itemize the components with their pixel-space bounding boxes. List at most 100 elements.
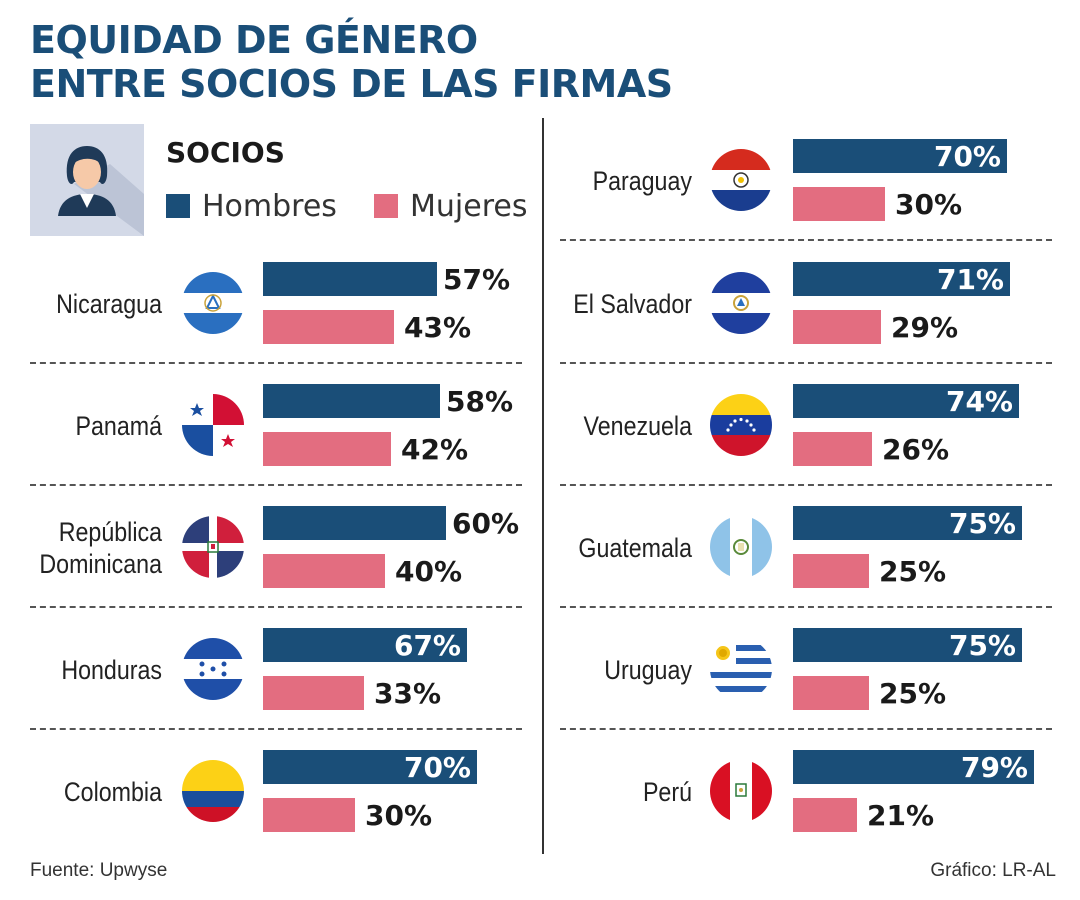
bar-hombres-paraguay bbox=[793, 139, 1007, 173]
title-line-2: ENTRE SOCIOS DE LAS FIRMAS bbox=[30, 62, 673, 106]
legend-swatch-hombres bbox=[166, 194, 190, 218]
bar-hombres-peru bbox=[793, 750, 1034, 784]
bar-hombres-dominican-republic bbox=[263, 506, 446, 540]
bar-label-mujeres-venezuela: 26% bbox=[882, 433, 950, 466]
country-name-paraguay: Paraguay bbox=[468, 165, 692, 197]
row-separator bbox=[30, 728, 522, 730]
bar-label-hombres-el-salvador: 71% bbox=[936, 263, 1004, 296]
bar-hombres-venezuela bbox=[793, 384, 1019, 418]
legend-title: SOCIOS bbox=[166, 136, 285, 169]
bar-label-mujeres-el-salvador: 29% bbox=[891, 311, 959, 344]
bar-mujeres-peru bbox=[793, 798, 857, 832]
flag-honduras-icon bbox=[182, 638, 244, 700]
bar-mujeres-el-salvador bbox=[793, 310, 881, 344]
row-separator bbox=[560, 606, 1052, 608]
bar-mujeres-panama bbox=[263, 432, 391, 466]
flag-colombia-icon bbox=[182, 760, 244, 822]
country-name-line: Honduras bbox=[61, 655, 162, 685]
flag-venezuela-icon bbox=[710, 394, 772, 456]
bar-label-hombres-honduras: 67% bbox=[393, 629, 461, 662]
country-name-line: República bbox=[58, 517, 162, 547]
legend-label-hombres: Hombres bbox=[202, 188, 337, 224]
bar-mujeres-honduras bbox=[263, 676, 364, 710]
country-name-dominican-republic: República Dominicana bbox=[0, 516, 162, 580]
country-name-line: Guatemala bbox=[578, 533, 692, 563]
country-name-panama: Panamá bbox=[0, 410, 162, 442]
bar-hombres-guatemala bbox=[793, 506, 1022, 540]
country-name-line: Perú bbox=[642, 777, 692, 807]
country-name-line: Dominicana bbox=[39, 549, 162, 579]
flag-dominican-republic-icon bbox=[182, 516, 244, 578]
bar-hombres-el-salvador bbox=[793, 262, 1010, 296]
bar-label-mujeres-dominican-republic: 40% bbox=[395, 555, 463, 588]
country-name-venezuela: Venezuela bbox=[468, 410, 692, 442]
bar-hombres-nicaragua bbox=[263, 262, 437, 296]
country-name-line: Uruguay bbox=[604, 655, 692, 685]
bar-label-hombres-panama: 58% bbox=[446, 385, 514, 418]
bar-mujeres-dominican-republic bbox=[263, 554, 385, 588]
row-separator bbox=[560, 239, 1052, 241]
bar-hombres-honduras bbox=[263, 628, 467, 662]
bar-label-mujeres-honduras: 33% bbox=[374, 677, 442, 710]
bar-hombres-panama bbox=[263, 384, 440, 418]
bar-label-mujeres-colombia: 30% bbox=[365, 799, 433, 832]
country-name-line: Paraguay bbox=[592, 166, 692, 196]
country-name-colombia: Colombia bbox=[0, 776, 162, 808]
bar-label-hombres-guatemala: 75% bbox=[948, 507, 1016, 540]
country-name-honduras: Honduras bbox=[0, 654, 162, 686]
country-name-line: Panamá bbox=[75, 411, 162, 441]
legend-swatch-mujeres bbox=[374, 194, 398, 218]
bar-mujeres-venezuela bbox=[793, 432, 872, 466]
bar-mujeres-uruguay bbox=[793, 676, 869, 710]
bar-label-hombres-peru: 79% bbox=[960, 751, 1028, 784]
bar-label-hombres-uruguay: 75% bbox=[948, 629, 1016, 662]
row-separator bbox=[30, 484, 522, 486]
bar-label-hombres-venezuela: 74% bbox=[945, 385, 1013, 418]
legend-mujeres: Mujeres bbox=[374, 188, 527, 224]
bar-label-mujeres-peru: 21% bbox=[867, 799, 935, 832]
bar-hombres-colombia bbox=[263, 750, 477, 784]
country-name-line: El Salvador bbox=[573, 289, 692, 319]
row-separator bbox=[560, 728, 1052, 730]
bar-mujeres-guatemala bbox=[793, 554, 869, 588]
row-separator bbox=[560, 484, 1052, 486]
bar-label-hombres-paraguay: 70% bbox=[933, 140, 1001, 173]
row-separator bbox=[30, 362, 522, 364]
country-name-uruguay: Uruguay bbox=[468, 654, 692, 686]
bar-label-mujeres-uruguay: 25% bbox=[879, 677, 947, 710]
row-separator bbox=[560, 362, 1052, 364]
country-name-nicaragua: Nicaragua bbox=[0, 288, 162, 320]
country-name-peru: Perú bbox=[468, 776, 692, 808]
bar-label-mujeres-nicaragua: 43% bbox=[404, 311, 472, 344]
bar-label-hombres-colombia: 70% bbox=[403, 751, 471, 784]
country-name-guatemala: Guatemala bbox=[468, 532, 692, 564]
legend-hombres: Hombres bbox=[166, 188, 337, 224]
country-name-el-salvador: El Salvador bbox=[468, 288, 692, 320]
flag-uruguay-icon bbox=[710, 638, 772, 700]
column-divider bbox=[542, 118, 544, 854]
bar-label-hombres-nicaragua: 57% bbox=[443, 263, 511, 296]
flag-el-salvador-icon bbox=[710, 272, 772, 334]
chart-title: EQUIDAD DE GÉNERO ENTRE SOCIOS DE LAS FI… bbox=[30, 18, 673, 106]
bar-hombres-uruguay bbox=[793, 628, 1022, 662]
row-separator bbox=[30, 606, 522, 608]
bar-mujeres-paraguay bbox=[793, 187, 885, 221]
bar-label-mujeres-paraguay: 30% bbox=[895, 188, 963, 221]
bar-mujeres-colombia bbox=[263, 798, 355, 832]
country-name-line: Colombia bbox=[63, 777, 162, 807]
bar-label-hombres-dominican-republic: 60% bbox=[452, 507, 520, 540]
person-icon bbox=[30, 124, 144, 236]
source-note: Fuente: Upwyse bbox=[30, 860, 168, 881]
flag-paraguay-icon bbox=[710, 149, 772, 211]
country-name-line: Nicaragua bbox=[56, 289, 162, 319]
flag-guatemala-icon bbox=[710, 516, 772, 578]
country-name-line: Venezuela bbox=[583, 411, 692, 441]
legend-label-mujeres: Mujeres bbox=[410, 188, 528, 224]
flag-nicaragua-icon bbox=[182, 272, 244, 334]
flag-peru-icon bbox=[710, 760, 772, 822]
flag-panama-icon bbox=[182, 394, 244, 456]
bar-mujeres-nicaragua bbox=[263, 310, 394, 344]
title-line-1: EQUIDAD DE GÉNERO bbox=[30, 18, 478, 62]
credit-note: Gráfico: LR-AL bbox=[930, 860, 1056, 881]
bar-label-mujeres-guatemala: 25% bbox=[879, 555, 947, 588]
